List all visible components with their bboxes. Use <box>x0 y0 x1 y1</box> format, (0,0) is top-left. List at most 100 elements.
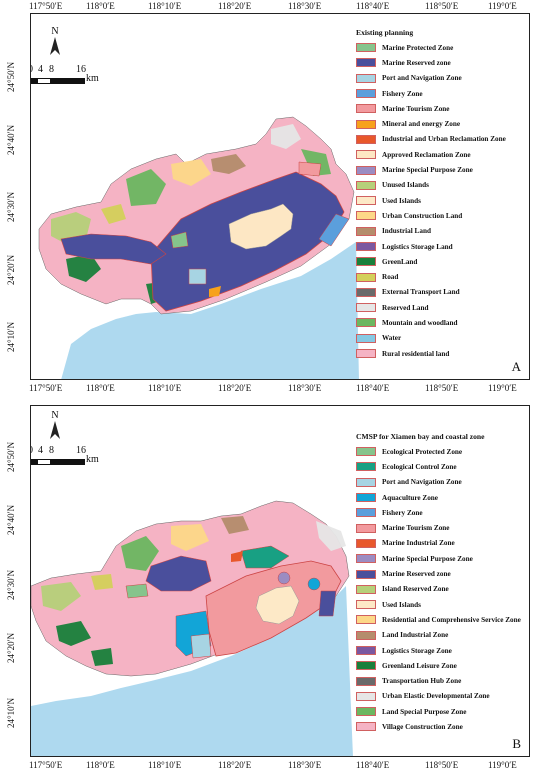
latitude-tick: 24°50′N <box>6 441 16 472</box>
legend-swatch <box>356 333 376 343</box>
fishery-zone-strip <box>318 213 350 247</box>
legend-swatch <box>356 600 376 610</box>
scale-tick-4: 4 <box>38 64 43 75</box>
longitude-tick: 118°20′E <box>218 760 252 770</box>
legend-item: Marine Tourism Zone <box>356 520 521 535</box>
legend-swatch <box>356 722 376 732</box>
scale-bar-graphic <box>31 78 85 84</box>
scale-unit: km <box>86 454 99 465</box>
legend-item: Road <box>356 269 506 284</box>
legend-label: Island Reserved Zone <box>382 585 449 594</box>
tourism-zone <box>298 161 322 177</box>
approved-reclamation-island <box>228 203 294 250</box>
land-patches <box>41 516 346 666</box>
legend-b: CMSP for Xiamen bay and coastal zone Eco… <box>356 432 521 735</box>
legend-item: Marine Reserved zone <box>356 55 506 70</box>
legend-swatch <box>356 584 376 594</box>
sea-area <box>61 242 359 379</box>
scale-tick-16: 16 <box>76 64 86 75</box>
legend-label: Urban Construction Land <box>382 211 463 220</box>
legend-item: Rural residential land <box>356 346 506 361</box>
legend-item: Transportation Hub Zone <box>356 673 521 688</box>
legend-swatch <box>356 196 376 206</box>
scale-tick-4: 4 <box>38 445 43 456</box>
legend-item: Used Islands <box>356 597 521 612</box>
legend-label: Reserved Land <box>382 303 429 312</box>
legend-label: Logistics Storage Zone <box>382 646 452 655</box>
legend-item: Port and Navigation Zone <box>356 475 521 490</box>
legend-label: Unused Islands <box>382 181 429 190</box>
legend-label: Approved Reclamation Zone <box>382 150 471 159</box>
legend-item: Fishery Zone <box>356 86 506 101</box>
legend-swatch <box>356 134 376 144</box>
legend-label: Marine Tourism Zone <box>382 104 450 113</box>
ecological-protected-zone <box>125 583 149 599</box>
legend-item: Mineral and energy Zone <box>356 116 506 131</box>
longitude-tick: 118°30′E <box>288 760 322 770</box>
legend-label: Marine Protected Zone <box>382 43 454 52</box>
scale-tick-16: 16 <box>76 445 86 456</box>
legend-item: Fishery Zone <box>356 505 521 520</box>
longitude-tick: 118°30′E <box>288 383 322 393</box>
legend-item: Aquaculture Zone <box>356 490 521 505</box>
latitude-tick: 24°40′N <box>6 124 16 155</box>
latitude-tick: 24°40′N <box>6 504 16 535</box>
legend-label: Village Construction Zone <box>382 722 463 731</box>
longitude-tick: 118°0′E <box>86 383 115 393</box>
legend-swatch <box>356 462 376 472</box>
legend-label: Road <box>382 273 399 282</box>
legend-item: Used Islands <box>356 193 506 208</box>
legend-swatch <box>356 89 376 99</box>
north-arrow-icon <box>50 37 60 55</box>
marine-industrial-zone <box>231 551 243 562</box>
map-panel-a: N 0 4 8 16 km Existing planning Marine P… <box>30 13 530 380</box>
legend-label: Marine Tourism Zone <box>382 524 450 533</box>
longitude-tick: 118°40′E <box>356 1 390 11</box>
legend-label: GreenLand <box>382 257 418 266</box>
scale-tick-0: 0 <box>31 64 33 75</box>
longitude-tick: 118°20′E <box>218 1 252 11</box>
legend-swatch <box>356 211 376 221</box>
legend-item: Marine Protected Zone <box>356 40 506 55</box>
marine-reserved-zone-east <box>318 590 337 617</box>
legend-swatch <box>356 43 376 53</box>
legend-item: Reserved Land <box>356 300 506 315</box>
latitude-tick: 24°20′N <box>6 632 16 663</box>
legend-swatch <box>356 569 376 579</box>
map-panel-b: N 0 4 8 16 km CMSP for Xiamen bay and co… <box>30 405 530 757</box>
scale-unit: km <box>86 73 99 84</box>
legend-swatch <box>356 691 376 701</box>
scale-tick-8: 8 <box>49 64 54 75</box>
legend-label: Marine Special Purpose Zone <box>382 554 473 563</box>
legend-item: Ecological Control Zone <box>356 459 521 474</box>
legend-label: Land Industrial Zone <box>382 631 449 640</box>
north-label: N <box>51 26 59 37</box>
legend-item: External Transport Land <box>356 285 506 300</box>
legend-item: Marine Special Purpose Zone <box>356 551 521 566</box>
legend-label: Logistics Storage Land <box>382 242 453 251</box>
north-arrow-icon <box>50 421 60 439</box>
legend-label: Transportation Hub Zone <box>382 677 462 686</box>
legend-label: Ecological Protected Zone <box>382 447 463 456</box>
legend-swatch <box>356 104 376 114</box>
map-b-canvas <box>31 500 353 756</box>
legend-label: Land Special Purpose Zone <box>382 707 467 716</box>
latitude-tick: 24°50′N <box>6 61 16 92</box>
legend-swatch <box>356 165 376 175</box>
legend-a-title: Existing planning <box>356 28 414 37</box>
legend-item: Industrial and Urban Reclamation Zone <box>356 132 506 147</box>
scale-bar: 0 4 8 16 km <box>31 64 121 87</box>
legend-label: Mountain and woodland <box>382 318 458 327</box>
legend-item: Water <box>356 331 506 346</box>
legend-label: Rural residential land <box>382 349 450 358</box>
legend-swatch <box>356 73 376 83</box>
longitude-tick: 118°10′E <box>148 760 182 770</box>
legend-item: Land Industrial Zone <box>356 628 521 643</box>
legend-label: Industrial and Urban Reclamation Zone <box>382 135 506 144</box>
legend-label: Marine Special Purpose Zone <box>382 166 473 175</box>
longitude-tick: 117°50′E <box>29 760 63 770</box>
longitude-tick: 118°0′E <box>86 1 115 11</box>
longitude-tick: 117°50′E <box>29 383 63 393</box>
latitude-tick: 24°30′N <box>6 191 16 222</box>
legend-label: Used Islands <box>382 196 421 205</box>
